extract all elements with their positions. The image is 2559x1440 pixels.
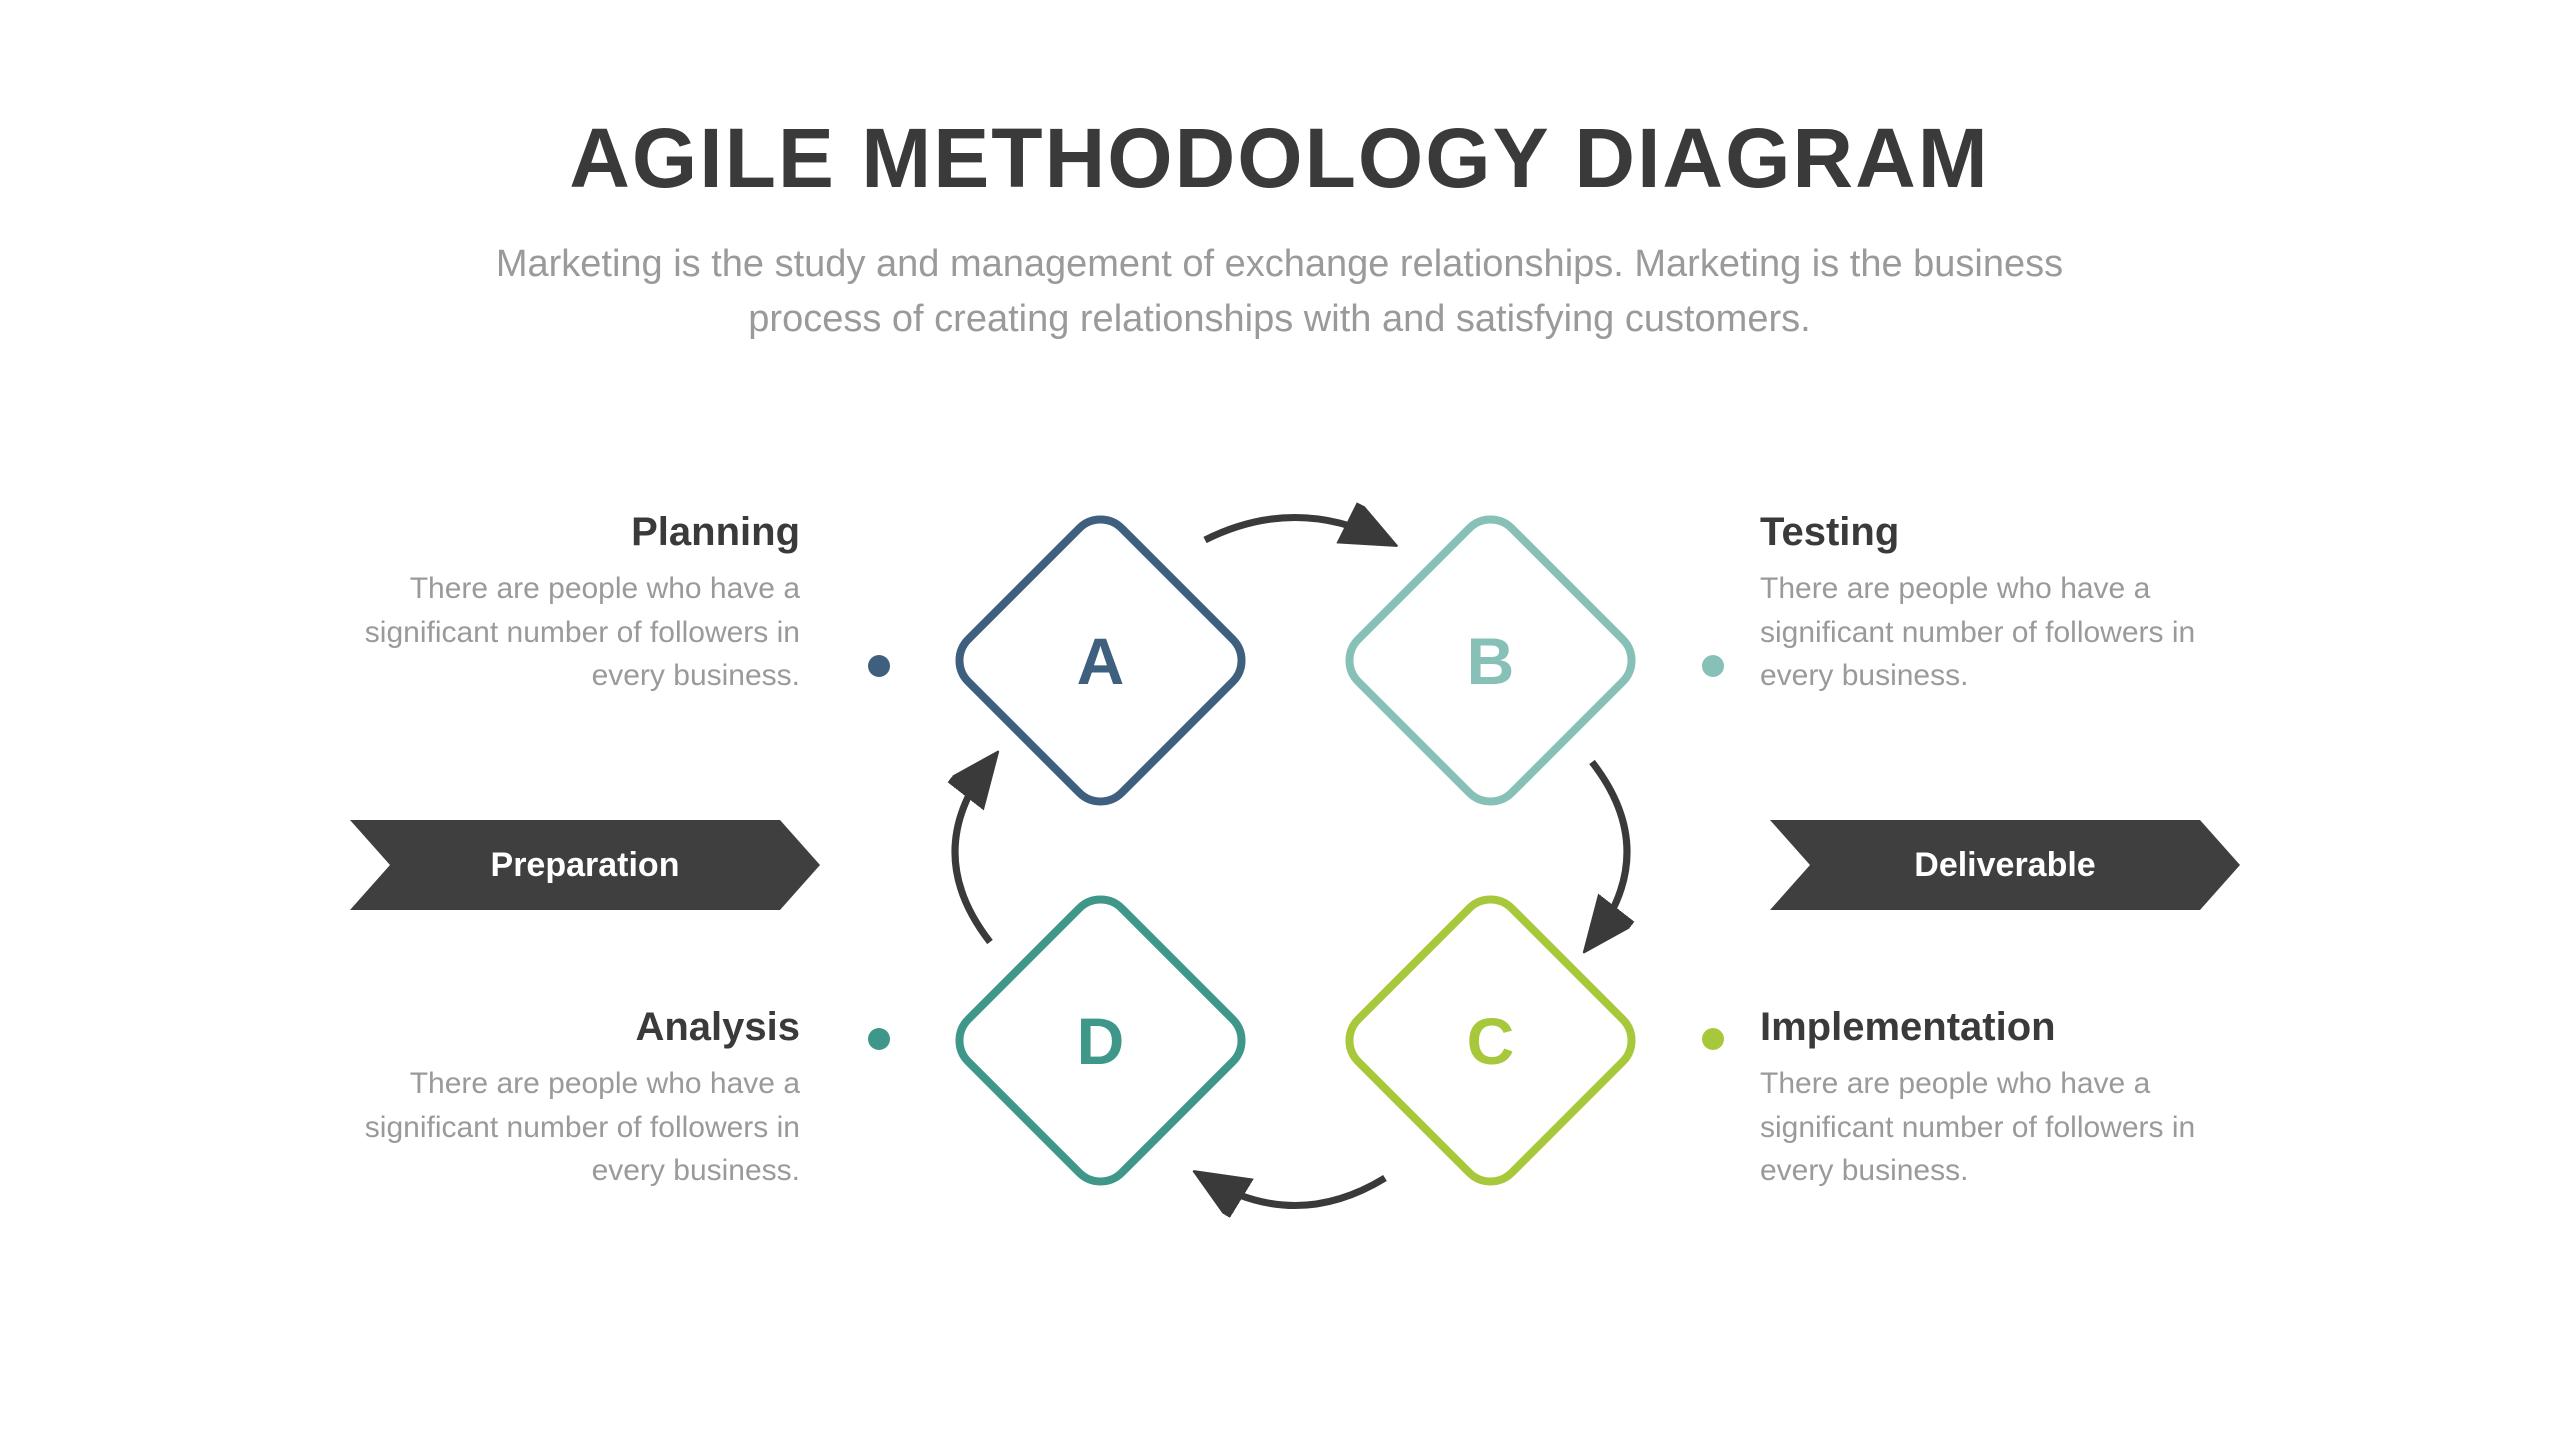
dot-d <box>868 1028 890 1050</box>
arrow-d-to-a <box>910 742 1030 962</box>
testing-title: Testing <box>1760 510 2260 555</box>
preparation-banner-label: Preparation <box>350 820 820 910</box>
diagram-area: Preparation Deliverable A B C D <box>0 460 2559 1360</box>
header: AGILE METHODOLOGY DIAGRAM Marketing is t… <box>0 0 2559 347</box>
diamond-a-letter: A <box>996 556 1205 765</box>
implementation-title: Implementation <box>1760 1005 2260 1050</box>
text-block-testing: Testing There are people who have a sign… <box>1760 510 2260 698</box>
arrow-c-to-d <box>1185 1148 1405 1248</box>
subtitle: Marketing is the study and management of… <box>0 237 2559 347</box>
analysis-title: Analysis <box>300 1005 800 1050</box>
subtitle-line-2: process of creating relationships with a… <box>748 298 1810 340</box>
diamond-c-letter: C <box>1386 936 1595 1145</box>
deliverable-banner-label: Deliverable <box>1770 820 2240 910</box>
arrow-a-to-b <box>1185 490 1405 570</box>
planning-desc: There are people who have a significant … <box>300 567 800 698</box>
dot-a <box>868 655 890 677</box>
diamond-b-letter: B <box>1386 556 1595 765</box>
page-title: AGILE METHODOLOGY DIAGRAM <box>0 110 2559 207</box>
analysis-desc: There are people who have a significant … <box>300 1062 800 1193</box>
text-block-analysis: Analysis There are people who have a sig… <box>300 1005 800 1193</box>
text-block-planning: Planning There are people who have a sig… <box>300 510 800 698</box>
implementation-desc: There are people who have a significant … <box>1760 1062 2260 1193</box>
dot-c <box>1702 1028 1724 1050</box>
diamond-d-letter: D <box>996 936 1205 1145</box>
text-block-implementation: Implementation There are people who have… <box>1760 1005 2260 1193</box>
testing-desc: There are people who have a significant … <box>1760 567 2260 698</box>
planning-title: Planning <box>300 510 800 555</box>
dot-b <box>1702 655 1724 677</box>
arrow-b-to-c <box>1562 742 1682 962</box>
subtitle-line-1: Marketing is the study and management of… <box>496 243 2063 285</box>
